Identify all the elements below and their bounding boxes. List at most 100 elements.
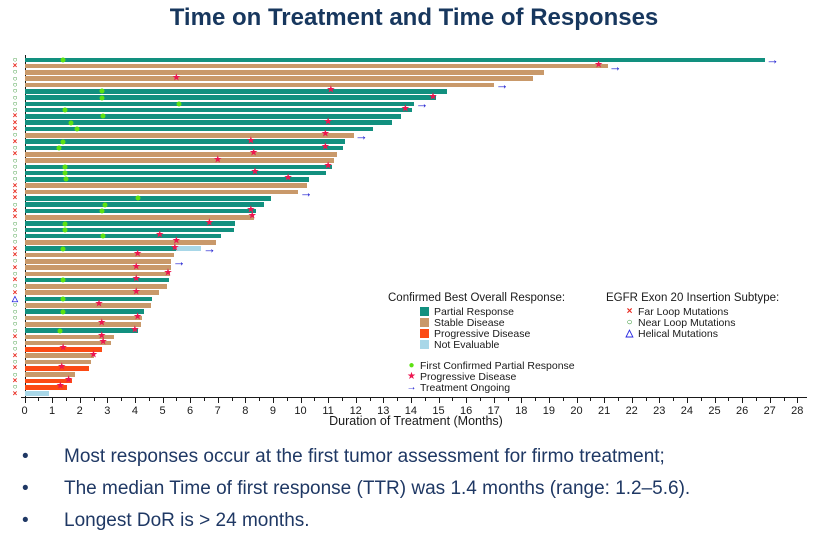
x-axis-tick-label: 11 bbox=[322, 405, 334, 417]
legend-item-label: Progressive Disease bbox=[434, 327, 531, 340]
treatment-bar bbox=[25, 57, 765, 63]
x-axis-minor-tick bbox=[93, 398, 95, 401]
legend-item-partial_response: Partial Response bbox=[420, 306, 575, 318]
x-axis-minor-tick bbox=[341, 398, 343, 401]
legend-item-dot: ● First Confirmed Partial Response bbox=[406, 360, 574, 372]
first-response-dot-icon bbox=[62, 227, 68, 233]
legend-item-label: Treatment Ongoing bbox=[420, 381, 511, 394]
swimmer-plot: Confirmed Best Overall Response: Partial… bbox=[0, 44, 828, 444]
bullet-text: Longest DoR is > 24 months. bbox=[64, 510, 310, 531]
subtype-marker-far-icon: × bbox=[12, 149, 18, 159]
first-response-dot-icon bbox=[74, 126, 80, 132]
subtype-marker-far-icon: × bbox=[12, 275, 18, 285]
treatment-bar bbox=[25, 277, 169, 283]
treatment-bar bbox=[25, 126, 373, 132]
treatment-bar bbox=[25, 284, 168, 289]
progression-star-icon: ★ bbox=[155, 229, 165, 241]
subtype-marker-near-icon: ○ bbox=[12, 218, 18, 228]
first-response-dot-icon bbox=[60, 57, 66, 63]
legend-item-label: Progressive Disease bbox=[420, 370, 517, 383]
subtype-marker-near-icon: ○ bbox=[12, 312, 18, 322]
x-axis-tick-label: 21 bbox=[597, 405, 611, 417]
x-axis-minor-tick bbox=[700, 398, 702, 401]
x-axis-major-tick bbox=[769, 398, 771, 403]
subtype-marker-near-icon: ○ bbox=[12, 168, 18, 178]
treatment-bar bbox=[25, 189, 299, 195]
subtype-marker-near-icon: ○ bbox=[12, 54, 18, 64]
near-marker-icon: ○ bbox=[626, 317, 633, 328]
treatment-bar bbox=[25, 70, 545, 75]
x-axis-minor-tick bbox=[755, 398, 757, 401]
x-axis-label: Duration of Treatment (Months) bbox=[329, 414, 503, 428]
ongoing-arrow-icon: → bbox=[203, 241, 217, 257]
progression-star-icon: ★ bbox=[97, 330, 107, 342]
first-response-dot-icon bbox=[57, 328, 63, 334]
treatment-bar bbox=[25, 233, 222, 239]
treatment-bar bbox=[25, 221, 235, 226]
treatment-bar bbox=[25, 208, 256, 214]
x-axis-minor-tick bbox=[783, 398, 785, 401]
subtype-marker-far-icon: × bbox=[12, 111, 18, 121]
x-axis-tick-label: 14 bbox=[404, 405, 418, 417]
first-response-dot-icon bbox=[63, 176, 69, 182]
treatment-bar bbox=[25, 177, 310, 182]
x-axis-tick-label: 18 bbox=[515, 405, 528, 417]
progression-star-icon: ★ bbox=[131, 261, 141, 273]
subtype-marker-near-icon: ○ bbox=[12, 369, 18, 379]
x-axis-tick-label: 25 bbox=[708, 405, 721, 417]
treatment-bar bbox=[25, 240, 216, 245]
ongoing-arrow-icon: → bbox=[299, 184, 313, 200]
x-axis-tick-label: 1 bbox=[49, 405, 56, 417]
subtype-marker-helical-icon: △ bbox=[11, 294, 19, 304]
subtype-marker-near-icon: ○ bbox=[12, 67, 18, 77]
x-axis-tick-label: 27 bbox=[763, 405, 776, 417]
first-response-dot-icon bbox=[100, 113, 106, 119]
bullet-dot-icon: • bbox=[22, 510, 29, 531]
stable_disease-swatch-icon bbox=[420, 318, 429, 327]
y-axis-line bbox=[24, 55, 26, 397]
progression-star-icon: ★ bbox=[133, 248, 143, 260]
subtype-marker-far-icon: × bbox=[12, 243, 18, 253]
legend-item-label: Stable Disease bbox=[434, 316, 505, 329]
treatment-bar bbox=[25, 252, 175, 258]
legend-item-label: Not Evaluable bbox=[434, 338, 500, 351]
x-axis-major-tick bbox=[328, 398, 330, 403]
progression-star-icon: ★ bbox=[594, 59, 604, 71]
treatment-bar bbox=[25, 366, 89, 371]
x-axis-major-tick bbox=[245, 398, 247, 403]
treatment-bar bbox=[25, 82, 495, 88]
x-axis-minor-tick bbox=[314, 398, 316, 401]
treatment-bar bbox=[25, 265, 172, 270]
treatment-bar bbox=[25, 88, 448, 94]
x-axis-major-tick bbox=[300, 398, 302, 403]
first-response-dot-icon bbox=[60, 246, 66, 252]
x-axis-tick-label: 24 bbox=[680, 405, 694, 417]
treatment-bar bbox=[25, 334, 114, 340]
x-axis-major-tick bbox=[742, 398, 744, 403]
progression-star-icon: ★ bbox=[428, 91, 438, 103]
first-response-dot-icon bbox=[176, 101, 182, 107]
x-axis-major-tick bbox=[272, 398, 274, 403]
ongoing-arrow-icon: → bbox=[354, 127, 368, 143]
subtype-marker-far-icon: × bbox=[12, 375, 18, 385]
treatment-bar bbox=[25, 202, 264, 207]
x-axis-tick-label: 22 bbox=[625, 405, 638, 417]
progression-star-icon: ★ bbox=[249, 147, 259, 159]
subtype-marker-near-icon: ○ bbox=[12, 130, 18, 140]
subtype-marker-near-icon: ○ bbox=[12, 174, 18, 184]
treatment-bar bbox=[25, 95, 437, 100]
progression-star-icon: ★ bbox=[320, 141, 330, 153]
progression-star-icon: ★ bbox=[213, 154, 223, 166]
x-axis-major-tick bbox=[217, 398, 219, 403]
legend-item-progressive_disease: Progressive Disease bbox=[420, 327, 575, 340]
subtype-marker-near-icon: ○ bbox=[12, 142, 18, 152]
progression-star-icon: ★ bbox=[246, 204, 256, 216]
progression-star-icon: ★ bbox=[320, 128, 330, 140]
x-axis-tick-label: 2 bbox=[76, 405, 83, 417]
subtype-marker-near-icon: ○ bbox=[12, 199, 18, 209]
x-axis-minor-tick bbox=[121, 398, 123, 401]
first-response-dot-icon bbox=[68, 120, 74, 126]
x-axis-tick-label: 5 bbox=[159, 405, 166, 417]
progression-star-icon: ★ bbox=[170, 242, 180, 254]
helical-marker-icon: △ bbox=[625, 328, 634, 339]
